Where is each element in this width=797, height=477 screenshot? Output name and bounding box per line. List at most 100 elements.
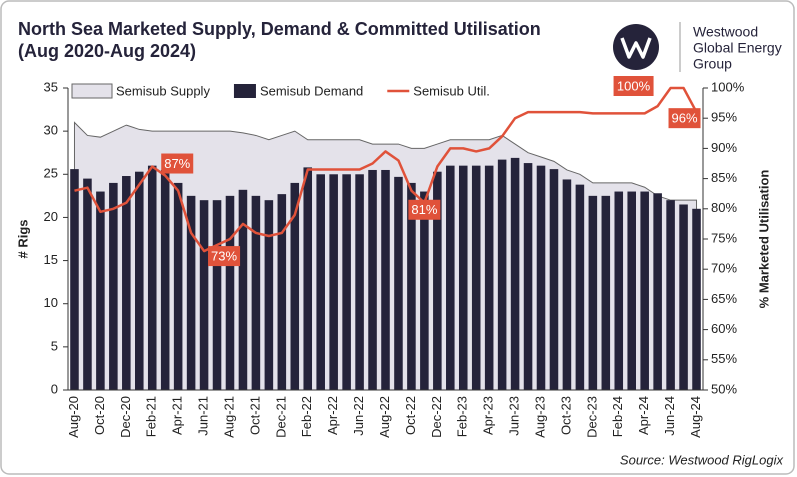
x-tick-label: Apr-22 — [325, 396, 340, 435]
legend-swatch — [233, 84, 256, 98]
bar — [109, 182, 118, 390]
bar — [303, 167, 313, 390]
bar — [160, 169, 170, 390]
bar — [290, 182, 300, 390]
y-tick-label: 5 — [51, 338, 58, 353]
bar — [588, 195, 598, 390]
bar — [394, 176, 403, 390]
x-tick-label: Dec-23 — [584, 396, 599, 438]
chart-subtitle: (Aug 2020-Aug 2024) — [18, 41, 196, 61]
bar — [316, 174, 325, 390]
y2-tick-label: 50% — [711, 381, 737, 396]
y2-tick-label: 65% — [711, 291, 737, 306]
y2-tick-label: 55% — [711, 351, 737, 366]
y2-tick-label: 95% — [711, 110, 737, 125]
y2-tick-label: 100% — [711, 79, 745, 94]
y-tick-label: 20 — [44, 209, 58, 224]
bar — [484, 165, 494, 390]
y2-axis-label: % Marketed Utilisation — [756, 170, 771, 309]
x-tick-label: Oct-21 — [247, 396, 262, 435]
bar — [83, 178, 92, 390]
bar — [342, 174, 351, 390]
bar — [433, 171, 442, 390]
bar — [692, 208, 701, 390]
y-tick-label: 30 — [44, 123, 58, 138]
bar — [147, 165, 157, 390]
y2-tick-label: 60% — [711, 321, 737, 336]
bar — [601, 195, 611, 390]
y-tick-label: 0 — [51, 381, 58, 396]
bar — [614, 191, 624, 390]
x-tick-label: Apr-23 — [481, 396, 496, 435]
y-tick-label: 35 — [44, 79, 58, 94]
bar — [549, 169, 559, 390]
bar — [173, 182, 183, 390]
bar — [536, 165, 546, 390]
legend-label: Semisub Util. — [413, 83, 490, 98]
x-tick-label: Aug-22 — [377, 396, 392, 438]
bar — [497, 159, 507, 390]
x-tick-label: Oct-20 — [92, 396, 107, 435]
bar — [225, 195, 235, 390]
value-label: 87% — [164, 156, 190, 171]
legend-swatch — [71, 83, 113, 99]
value-label: 96% — [672, 111, 698, 126]
value-label-box — [668, 108, 701, 129]
source: Source: Westwood RigLogix — [620, 452, 784, 467]
bar — [368, 169, 377, 390]
bar — [627, 191, 637, 390]
bar — [277, 194, 287, 390]
bar — [510, 157, 520, 390]
value-label-box — [408, 199, 441, 220]
bar — [134, 171, 144, 390]
x-tick-label: Apr-21 — [170, 396, 185, 435]
bar — [381, 169, 390, 390]
value-label: 81% — [411, 202, 437, 217]
x-tick-label: Feb-22 — [299, 396, 314, 437]
x-tick-label: Jun-21 — [196, 396, 211, 436]
y-tick-label: 10 — [44, 295, 58, 310]
y2-tick-label: 90% — [711, 140, 737, 155]
bar — [471, 165, 481, 390]
bar — [96, 191, 105, 390]
bar — [575, 184, 585, 390]
bar — [70, 169, 79, 390]
bar — [238, 189, 248, 390]
y-tick-label: 25 — [44, 166, 58, 181]
value-label-box — [613, 76, 654, 96]
bar — [355, 174, 364, 390]
x-tick-label: Oct-23 — [558, 396, 573, 435]
value-label: 73% — [211, 249, 237, 264]
legend-label: Semisub Demand — [260, 83, 363, 98]
logo-icon — [613, 24, 659, 70]
util-line — [74, 86, 698, 253]
x-tick-label: Aug-23 — [532, 396, 547, 438]
logo-text: Westwood — [693, 24, 758, 40]
bar — [666, 200, 675, 390]
x-tick-label: Feb-24 — [610, 396, 625, 437]
bar — [446, 165, 455, 390]
bar — [523, 163, 533, 390]
x-tick-label: Feb-23 — [455, 396, 470, 437]
x-tick-label: Apr-24 — [636, 396, 651, 435]
value-label-box — [161, 153, 194, 174]
bar — [640, 191, 649, 390]
y-axis-label: # Rigs — [15, 219, 30, 258]
value-label-box — [208, 246, 241, 267]
bar — [407, 182, 416, 390]
bar — [122, 176, 131, 390]
bar — [679, 204, 688, 390]
bar — [199, 200, 209, 390]
chart-title: North Sea Marketed Supply, Demand & Comm… — [18, 19, 541, 39]
x-tick-label: Dec-21 — [273, 396, 288, 438]
y2-tick-label: 75% — [711, 230, 737, 245]
y-tick-label: 15 — [44, 252, 58, 267]
y2-tick-label: 85% — [711, 170, 737, 185]
x-tick-label: Aug-21 — [221, 396, 236, 438]
logo-text: Global Energy — [693, 40, 782, 56]
x-tick-label: Aug-24 — [688, 396, 703, 438]
x-tick-label: Oct-22 — [403, 396, 418, 435]
bar — [458, 165, 468, 390]
y2-tick-label: 70% — [711, 261, 737, 276]
